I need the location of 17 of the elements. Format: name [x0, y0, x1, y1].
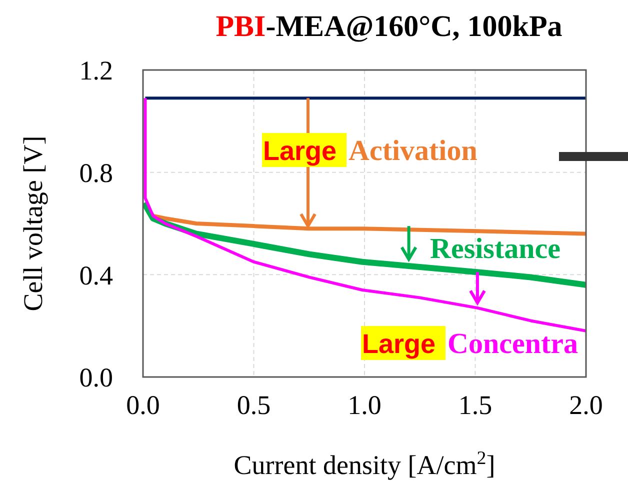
y-tick-label: 0.0: [79, 362, 113, 393]
annotation: Large Concentra: [362, 328, 578, 360]
y-tick-label: 0.8: [79, 158, 113, 188]
annotation: Large Activation: [263, 135, 478, 167]
x-tick-label: 1.0: [348, 390, 382, 420]
y-axis-title: Cell voltage [V]: [18, 136, 48, 312]
line-series: [143, 201, 586, 236]
x-tick-label: 1.5: [458, 390, 492, 420]
x-tick-label: 0.5: [236, 390, 271, 420]
chart-title: PBI-MEA@160°C, 100kPa: [216, 10, 562, 43]
x-tick-label: 2.0: [569, 390, 603, 420]
line-series: [144, 96, 586, 332]
x-axis-title: Current density [A/cm$^{2}$]: [234, 448, 496, 480]
x-tick-label: 0.0: [126, 390, 160, 420]
annotation: Resistance: [430, 233, 561, 265]
y-tick-label: 0.4: [79, 260, 114, 290]
y-tick-label: 1.2: [79, 56, 113, 86]
